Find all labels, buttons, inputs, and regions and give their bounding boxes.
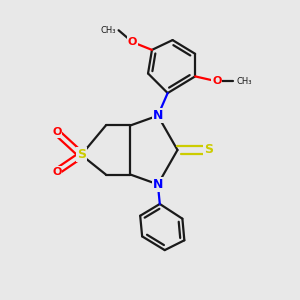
Text: S: S (204, 143, 213, 157)
Text: O: O (52, 127, 62, 137)
Text: N: N (153, 109, 163, 122)
Text: CH₃: CH₃ (100, 26, 116, 35)
Text: O: O (52, 167, 62, 177)
Text: O: O (212, 76, 221, 86)
Text: N: N (153, 178, 163, 191)
Text: CH₃: CH₃ (236, 77, 252, 86)
Text: O: O (128, 37, 137, 47)
Text: S: S (77, 148, 86, 161)
